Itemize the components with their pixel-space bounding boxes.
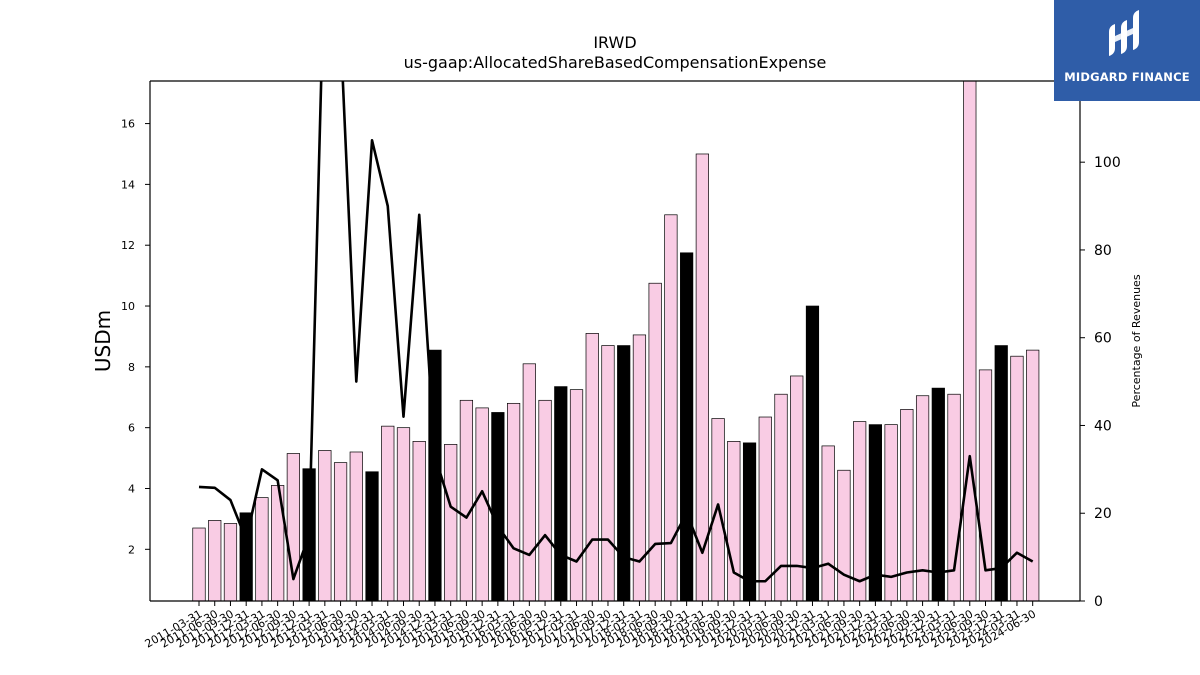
bar [569,389,584,602]
y-tick-label: 14 [121,178,135,191]
bar [1026,349,1040,602]
bar [727,441,741,602]
y2-tick-label: 80 [1094,243,1112,259]
bar [522,363,536,602]
y-tick-label: 10 [121,300,135,313]
bar [601,345,615,602]
y2-axis-label: Percentage of Revenues [1130,274,1143,407]
bar [742,442,757,602]
logo-text: MIDGARD FINANCE [1064,70,1190,84]
chart-subtitle: us-gaap:AllocatedShareBasedCompensationE… [404,53,827,72]
y-tick-label: 6 [128,422,135,435]
bar [192,527,206,602]
bar [208,520,222,602]
bar [349,451,363,602]
bar [365,471,379,602]
bar [412,441,426,602]
bar [444,444,458,602]
chart-title: IRWD [593,33,636,52]
bar [585,333,599,602]
bar [255,497,269,602]
bar [491,412,505,602]
bar [459,399,474,602]
revenue-percentage-line [198,81,1034,583]
bar [805,305,820,602]
bar [758,416,772,602]
midgard-logo-mark-icon [1109,10,1139,56]
y-tick-label: 4 [128,482,135,495]
y-tick-label: 2 [128,543,135,556]
bar [648,282,662,602]
y-axis-label: USDm [91,310,115,372]
y2-tick-label: 60 [1094,331,1112,347]
midgard-finance-logo: MIDGARD FINANCE [1054,0,1200,101]
y2-tick-label: 100 [1094,155,1121,171]
bar [837,469,851,602]
y-tick-label: 16 [121,118,135,131]
bar [695,153,709,602]
bar [381,425,395,602]
bar [617,345,631,602]
bar [396,427,411,602]
bar [538,399,552,602]
bar [318,450,332,602]
y2-tick-label: 40 [1094,418,1112,434]
y-tick-label: 12 [121,239,135,252]
bar [475,407,489,602]
y-tick-label: 8 [128,361,135,374]
bar [554,386,568,602]
bar [680,252,694,602]
bar [223,523,238,602]
y2-tick-label: 0 [1094,594,1103,610]
bar [853,421,867,602]
y2-tick-label: 20 [1094,506,1112,522]
bar [333,462,348,602]
bar [931,387,945,602]
bar [821,445,835,602]
bar [1010,355,1024,602]
bar [507,402,521,602]
bar [963,80,977,602]
